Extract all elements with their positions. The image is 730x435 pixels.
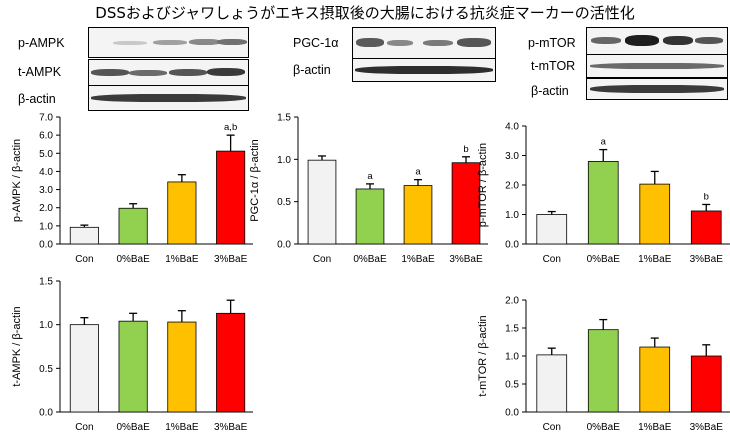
x-tick-label: 0%BaE [353, 254, 387, 265]
bar-3%BaE [216, 312, 246, 413]
bar-Con [536, 214, 568, 245]
significance-label: a [601, 137, 607, 148]
significance-label: a,b [224, 122, 237, 133]
y-tick-label: 1.0 [277, 155, 291, 166]
y-tick-label: 2.0 [505, 181, 519, 192]
y-tick-label: 6.0 [39, 131, 53, 142]
x-tick-label: 0%BaE [116, 254, 150, 265]
y-tick-label: 1.5 [277, 113, 291, 124]
y-tick-label: 1.0 [39, 221, 53, 232]
bar-0%BaE [587, 160, 619, 245]
y-tick-label: 1.0 [505, 210, 519, 221]
blot-label-t-ampk: t-AMPK [18, 65, 62, 79]
bar-0%BaE [118, 207, 148, 245]
blot-image-beta-actin-2 [352, 58, 496, 82]
blot-image-p-mtor [586, 27, 728, 55]
blot-image-beta-actin-3 [586, 78, 728, 100]
blot-label-beta-actin-3: β-actin [531, 84, 569, 98]
bar-3%BaE [451, 162, 481, 245]
significance-label: b [463, 144, 468, 155]
y-tick-label: 0.0 [277, 240, 291, 251]
x-tick-label: 1%BaE [401, 254, 435, 265]
significance-label: a [367, 171, 373, 182]
blot-image-t-ampk [88, 59, 249, 86]
y-tick-label: 0.0 [39, 408, 53, 419]
blot-label-t-mtor: t-mTOR [531, 59, 576, 73]
y-tick-label: 2.0 [39, 203, 53, 214]
y-tick-label: 1.5 [505, 324, 519, 335]
bar-0%BaE [355, 188, 385, 245]
y-tick-label: 0.5 [505, 380, 519, 391]
x-tick-label: 1%BaE [165, 422, 199, 433]
x-tick-label: 3%BaE [690, 422, 724, 433]
x-tick-label: 3%BaE [690, 254, 724, 265]
blot-image-p-ampk [88, 27, 249, 58]
y-tick-label: 0.0 [505, 240, 519, 251]
bar-Con [69, 324, 99, 413]
y-tick-label: 7.0 [39, 113, 53, 124]
x-tick-label: 1%BaE [638, 422, 672, 433]
bar-1%BaE [167, 181, 197, 245]
bar-3%BaE [690, 210, 722, 245]
y-tick-label: 3.0 [505, 151, 519, 162]
bar-1%BaE [403, 185, 433, 245]
blot-label-p-mtor: p-mTOR [528, 36, 576, 50]
blot-label-beta-actin-2: β-actin [293, 63, 331, 77]
significance-label: b [704, 191, 709, 202]
blot-image-pgc [352, 27, 496, 59]
y-axis-label: t-AMPK / β-actin [11, 306, 23, 386]
blot-image-beta-actin-1 [88, 85, 249, 111]
bar-Con [307, 159, 337, 245]
x-tick-label: 1%BaE [638, 254, 672, 265]
y-tick-label: 0.0 [39, 240, 53, 251]
bar-1%BaE [639, 183, 671, 245]
bar-1%BaE [639, 346, 671, 413]
y-axis-label: t-mTOR / β-actin [477, 315, 489, 396]
y-axis-label: p-AMPK / β-actin [11, 139, 23, 222]
blot-label-beta-actin-1: β-actin [18, 92, 56, 106]
y-axis-label: p-mTOR / β-actin [477, 143, 489, 227]
bar-Con [69, 226, 99, 245]
y-tick-label: 2.0 [505, 296, 519, 307]
x-tick-label: 0%BaE [587, 422, 621, 433]
y-tick-label: 3.0 [39, 185, 53, 196]
y-tick-label: 0.0 [505, 408, 519, 419]
x-tick-label: 0%BaE [116, 422, 150, 433]
x-tick-label: 3%BaE [449, 254, 483, 265]
x-tick-label: Con [75, 422, 93, 433]
x-tick-label: Con [75, 254, 93, 265]
y-axis-label: PGC-1α / β-actin [249, 139, 261, 221]
bar-1%BaE [167, 321, 197, 413]
y-tick-label: 1.5 [39, 277, 53, 288]
x-tick-label: 3%BaE [214, 422, 248, 433]
figure-title: DSSおよびジャワしょうがエキス摂取後の大腸における抗炎症マーカーの活性化 [95, 4, 635, 22]
blot-image-t-mtor [586, 54, 728, 78]
x-tick-label: Con [543, 422, 561, 433]
bar-3%BaE [216, 150, 246, 245]
bar-0%BaE [118, 320, 148, 413]
x-tick-label: 1%BaE [165, 254, 199, 265]
significance-label: a [415, 167, 421, 178]
bar-0%BaE [587, 329, 619, 413]
bar-3%BaE [690, 355, 722, 413]
y-tick-label: 4.0 [505, 122, 519, 133]
x-tick-label: 0%BaE [587, 254, 621, 265]
y-tick-label: 0.5 [39, 364, 53, 375]
blot-label-p-ampk: p-AMPK [18, 36, 65, 50]
y-tick-label: 1.0 [505, 352, 519, 363]
x-tick-label: Con [543, 254, 561, 265]
y-tick-label: 5.0 [39, 149, 53, 160]
y-tick-label: 1.0 [39, 320, 53, 331]
x-tick-label: 3%BaE [214, 254, 248, 265]
y-tick-label: 4.0 [39, 167, 53, 178]
y-tick-label: 0.5 [277, 197, 291, 208]
x-tick-label: Con [313, 254, 331, 265]
blot-label-pgc: PGC-1α [293, 36, 339, 50]
bar-Con [536, 354, 568, 413]
